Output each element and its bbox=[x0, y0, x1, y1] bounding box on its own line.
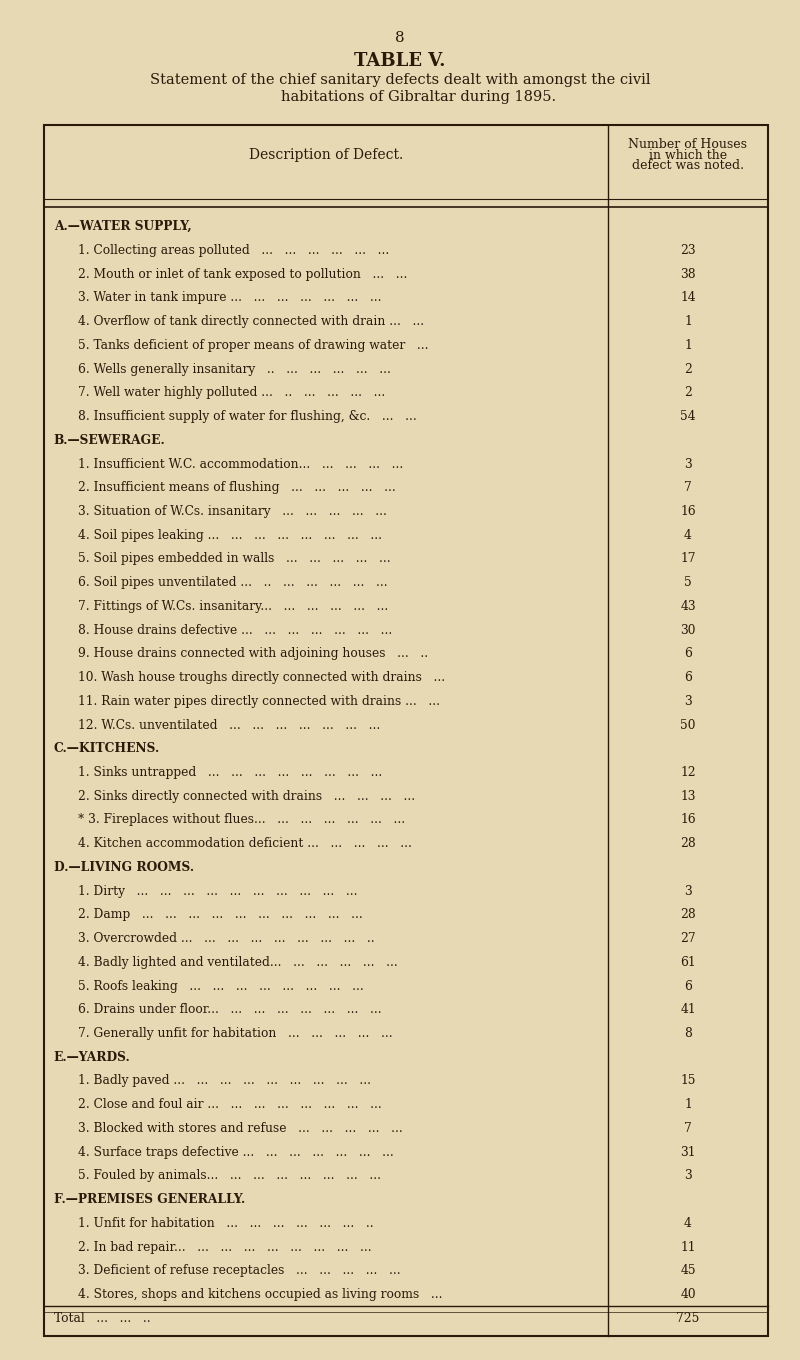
Text: 10. Wash house troughs directly connected with drains   ...: 10. Wash house troughs directly connecte… bbox=[78, 670, 445, 684]
Text: 6: 6 bbox=[684, 979, 692, 993]
Text: 38: 38 bbox=[680, 268, 696, 280]
Text: 31: 31 bbox=[680, 1145, 696, 1159]
Text: 3: 3 bbox=[684, 884, 692, 898]
Text: D.—LIVING ROOMS.: D.—LIVING ROOMS. bbox=[54, 861, 194, 874]
Text: 15: 15 bbox=[680, 1074, 696, 1088]
Text: 6: 6 bbox=[684, 647, 692, 661]
Text: 8: 8 bbox=[684, 1027, 692, 1040]
Text: 54: 54 bbox=[680, 411, 696, 423]
Text: 40: 40 bbox=[680, 1288, 696, 1302]
Text: 5. Soil pipes embedded in walls   ...   ...   ...   ...   ...: 5. Soil pipes embedded in walls ... ... … bbox=[78, 552, 390, 566]
Text: 6. Drains under floor...   ...   ...   ...   ...   ...   ...   ...: 6. Drains under floor... ... ... ... ...… bbox=[78, 1004, 382, 1016]
Text: 6: 6 bbox=[684, 670, 692, 684]
Text: 6. Wells generally insanitary   ..   ...   ...   ...   ...   ...: 6. Wells generally insanitary .. ... ...… bbox=[78, 363, 390, 375]
Text: C.—KITCHENS.: C.—KITCHENS. bbox=[54, 743, 160, 755]
Text: 1. Unfit for habitation   ...   ...   ...   ...   ...   ...   ..: 1. Unfit for habitation ... ... ... ... … bbox=[78, 1217, 374, 1229]
Text: 3. Overcrowded ...   ...   ...   ...   ...   ...   ...   ...   ..: 3. Overcrowded ... ... ... ... ... ... .… bbox=[78, 932, 374, 945]
Text: 50: 50 bbox=[680, 718, 696, 732]
Text: Description of Defect.: Description of Defect. bbox=[249, 148, 403, 162]
Text: 5. Tanks deficient of proper means of drawing water   ...: 5. Tanks deficient of proper means of dr… bbox=[78, 339, 428, 352]
Text: 45: 45 bbox=[680, 1265, 696, 1277]
Text: 7. Fittings of W.Cs. insanitary...   ...   ...   ...   ...   ...: 7. Fittings of W.Cs. insanitary... ... .… bbox=[78, 600, 388, 613]
Text: 4. Surface traps defective ...   ...   ...   ...   ...   ...   ...: 4. Surface traps defective ... ... ... .… bbox=[78, 1145, 394, 1159]
Text: 1: 1 bbox=[684, 339, 692, 352]
Text: 1. Dirty   ...   ...   ...   ...   ...   ...   ...   ...   ...   ...: 1. Dirty ... ... ... ... ... ... ... ...… bbox=[78, 884, 357, 898]
Text: 4. Overflow of tank directly connected with drain ...   ...: 4. Overflow of tank directly connected w… bbox=[78, 316, 424, 328]
Text: 4. Soil pipes leaking ...   ...   ...   ...   ...   ...   ...   ...: 4. Soil pipes leaking ... ... ... ... ..… bbox=[78, 529, 382, 541]
Text: 3. Blocked with stores and refuse   ...   ...   ...   ...   ...: 3. Blocked with stores and refuse ... ..… bbox=[78, 1122, 402, 1134]
Text: 12: 12 bbox=[680, 766, 696, 779]
Text: 1. Badly paved ...   ...   ...   ...   ...   ...   ...   ...   ...: 1. Badly paved ... ... ... ... ... ... .… bbox=[78, 1074, 370, 1088]
Text: 12. W.Cs. unventilated   ...   ...   ...   ...   ...   ...   ...: 12. W.Cs. unventilated ... ... ... ... .… bbox=[78, 718, 380, 732]
Text: 30: 30 bbox=[680, 624, 696, 636]
Text: E.—YARDS.: E.—YARDS. bbox=[54, 1051, 130, 1064]
Text: habitations of Gibraltar during 1895.: habitations of Gibraltar during 1895. bbox=[244, 90, 556, 103]
Text: 8: 8 bbox=[395, 31, 405, 45]
Text: 5: 5 bbox=[684, 577, 692, 589]
Text: Statement of the chief sanitary defects dealt with amongst the civil: Statement of the chief sanitary defects … bbox=[150, 73, 650, 87]
Text: 28: 28 bbox=[680, 908, 696, 921]
Text: 9. House drains connected with adjoining houses   ...   ..: 9. House drains connected with adjoining… bbox=[78, 647, 428, 661]
Text: 1. Insufficient W.C. accommodation...   ...   ...   ...   ...: 1. Insufficient W.C. accommodation... ..… bbox=[78, 457, 403, 471]
Text: 7: 7 bbox=[684, 1122, 692, 1134]
Text: 7. Well water highly polluted ...   ..   ...   ...   ...   ...: 7. Well water highly polluted ... .. ...… bbox=[78, 386, 385, 400]
Text: 2: 2 bbox=[684, 363, 692, 375]
Text: 4. Kitchen accommodation deficient ...   ...   ...   ...   ...: 4. Kitchen accommodation deficient ... .… bbox=[78, 838, 411, 850]
Text: * 3. Fireplaces without flues...   ...   ...   ...   ...   ...   ...: * 3. Fireplaces without flues... ... ...… bbox=[78, 813, 405, 827]
Text: Total   ...   ...   ..: Total ... ... .. bbox=[54, 1311, 150, 1325]
Text: 2. Close and foul air ...   ...   ...   ...   ...   ...   ...   ...: 2. Close and foul air ... ... ... ... ..… bbox=[78, 1098, 382, 1111]
Text: 27: 27 bbox=[680, 932, 696, 945]
Text: 28: 28 bbox=[680, 838, 696, 850]
Text: 5. Fouled by animals...   ...   ...   ...   ...   ...   ...   ...: 5. Fouled by animals... ... ... ... ... … bbox=[78, 1170, 381, 1182]
Text: B.—SEWERAGE.: B.—SEWERAGE. bbox=[54, 434, 166, 447]
Text: 3: 3 bbox=[684, 457, 692, 471]
Text: 1: 1 bbox=[684, 316, 692, 328]
Text: 41: 41 bbox=[680, 1004, 696, 1016]
Text: 2. Mouth or inlet of tank exposed to pollution   ...   ...: 2. Mouth or inlet of tank exposed to pol… bbox=[78, 268, 407, 280]
Text: defect was noted.: defect was noted. bbox=[632, 159, 744, 173]
Text: 61: 61 bbox=[680, 956, 696, 968]
Text: 4. Badly lighted and ventilated...   ...   ...   ...   ...   ...: 4. Badly lighted and ventilated... ... .… bbox=[78, 956, 398, 968]
Text: 1. Sinks untrapped   ...   ...   ...   ...   ...   ...   ...   ...: 1. Sinks untrapped ... ... ... ... ... .… bbox=[78, 766, 382, 779]
Text: 1: 1 bbox=[684, 1098, 692, 1111]
Text: 4: 4 bbox=[684, 529, 692, 541]
Text: 2. In bad repair...   ...   ...   ...   ...   ...   ...   ...   ...: 2. In bad repair... ... ... ... ... ... … bbox=[78, 1240, 371, 1254]
Text: 14: 14 bbox=[680, 291, 696, 305]
Text: 17: 17 bbox=[680, 552, 696, 566]
Text: 3. Deficient of refuse receptacles   ...   ...   ...   ...   ...: 3. Deficient of refuse receptacles ... .… bbox=[78, 1265, 400, 1277]
Text: 5. Roofs leaking   ...   ...   ...   ...   ...   ...   ...   ...: 5. Roofs leaking ... ... ... ... ... ...… bbox=[78, 979, 363, 993]
Text: 16: 16 bbox=[680, 813, 696, 827]
Text: 3. Water in tank impure ...   ...   ...   ...   ...   ...   ...: 3. Water in tank impure ... ... ... ... … bbox=[78, 291, 381, 305]
Text: 2. Insufficient means of flushing   ...   ...   ...   ...   ...: 2. Insufficient means of flushing ... ..… bbox=[78, 481, 395, 494]
Text: 3: 3 bbox=[684, 1170, 692, 1182]
Text: 7. Generally unfit for habitation   ...   ...   ...   ...   ...: 7. Generally unfit for habitation ... ..… bbox=[78, 1027, 392, 1040]
Text: 13: 13 bbox=[680, 790, 696, 802]
Text: 11: 11 bbox=[680, 1240, 696, 1254]
Text: TABLE V.: TABLE V. bbox=[354, 52, 446, 69]
Text: 6. Soil pipes unventilated ...   ..   ...   ...   ...   ...   ...: 6. Soil pipes unventilated ... .. ... ..… bbox=[78, 577, 387, 589]
Text: 4. Stores, shops and kitchens occupied as living rooms   ...: 4. Stores, shops and kitchens occupied a… bbox=[78, 1288, 442, 1302]
Text: 4: 4 bbox=[684, 1217, 692, 1229]
Text: 23: 23 bbox=[680, 243, 696, 257]
Text: 8. Insufficient supply of water for flushing, &c.   ...   ...: 8. Insufficient supply of water for flus… bbox=[78, 411, 416, 423]
Text: 2. Sinks directly connected with drains   ...   ...   ...   ...: 2. Sinks directly connected with drains … bbox=[78, 790, 414, 802]
Bar bbox=[44, 125, 768, 1336]
Text: 7: 7 bbox=[684, 481, 692, 494]
Text: 3: 3 bbox=[684, 695, 692, 707]
Text: 11. Rain water pipes directly connected with drains ...   ...: 11. Rain water pipes directly connected … bbox=[78, 695, 440, 707]
Text: 2: 2 bbox=[684, 386, 692, 400]
Text: 8. House drains defective ...   ...   ...   ...   ...   ...   ...: 8. House drains defective ... ... ... ..… bbox=[78, 624, 392, 636]
Text: in which the: in which the bbox=[649, 148, 727, 162]
Text: 43: 43 bbox=[680, 600, 696, 613]
Text: 1. Collecting areas polluted   ...   ...   ...   ...   ...   ...: 1. Collecting areas polluted ... ... ...… bbox=[78, 243, 389, 257]
Text: 725: 725 bbox=[676, 1311, 700, 1325]
Text: Number of Houses: Number of Houses bbox=[629, 137, 747, 151]
Text: A.—WATER SUPPLY,: A.—WATER SUPPLY, bbox=[54, 220, 191, 234]
Text: 16: 16 bbox=[680, 505, 696, 518]
Text: 3. Situation of W.Cs. insanitary   ...   ...   ...   ...   ...: 3. Situation of W.Cs. insanitary ... ...… bbox=[78, 505, 386, 518]
Text: 2. Damp   ...   ...   ...   ...   ...   ...   ...   ...   ...   ...: 2. Damp ... ... ... ... ... ... ... ... … bbox=[78, 908, 362, 921]
Text: F.—PREMISES GENERALLY.: F.—PREMISES GENERALLY. bbox=[54, 1193, 245, 1206]
